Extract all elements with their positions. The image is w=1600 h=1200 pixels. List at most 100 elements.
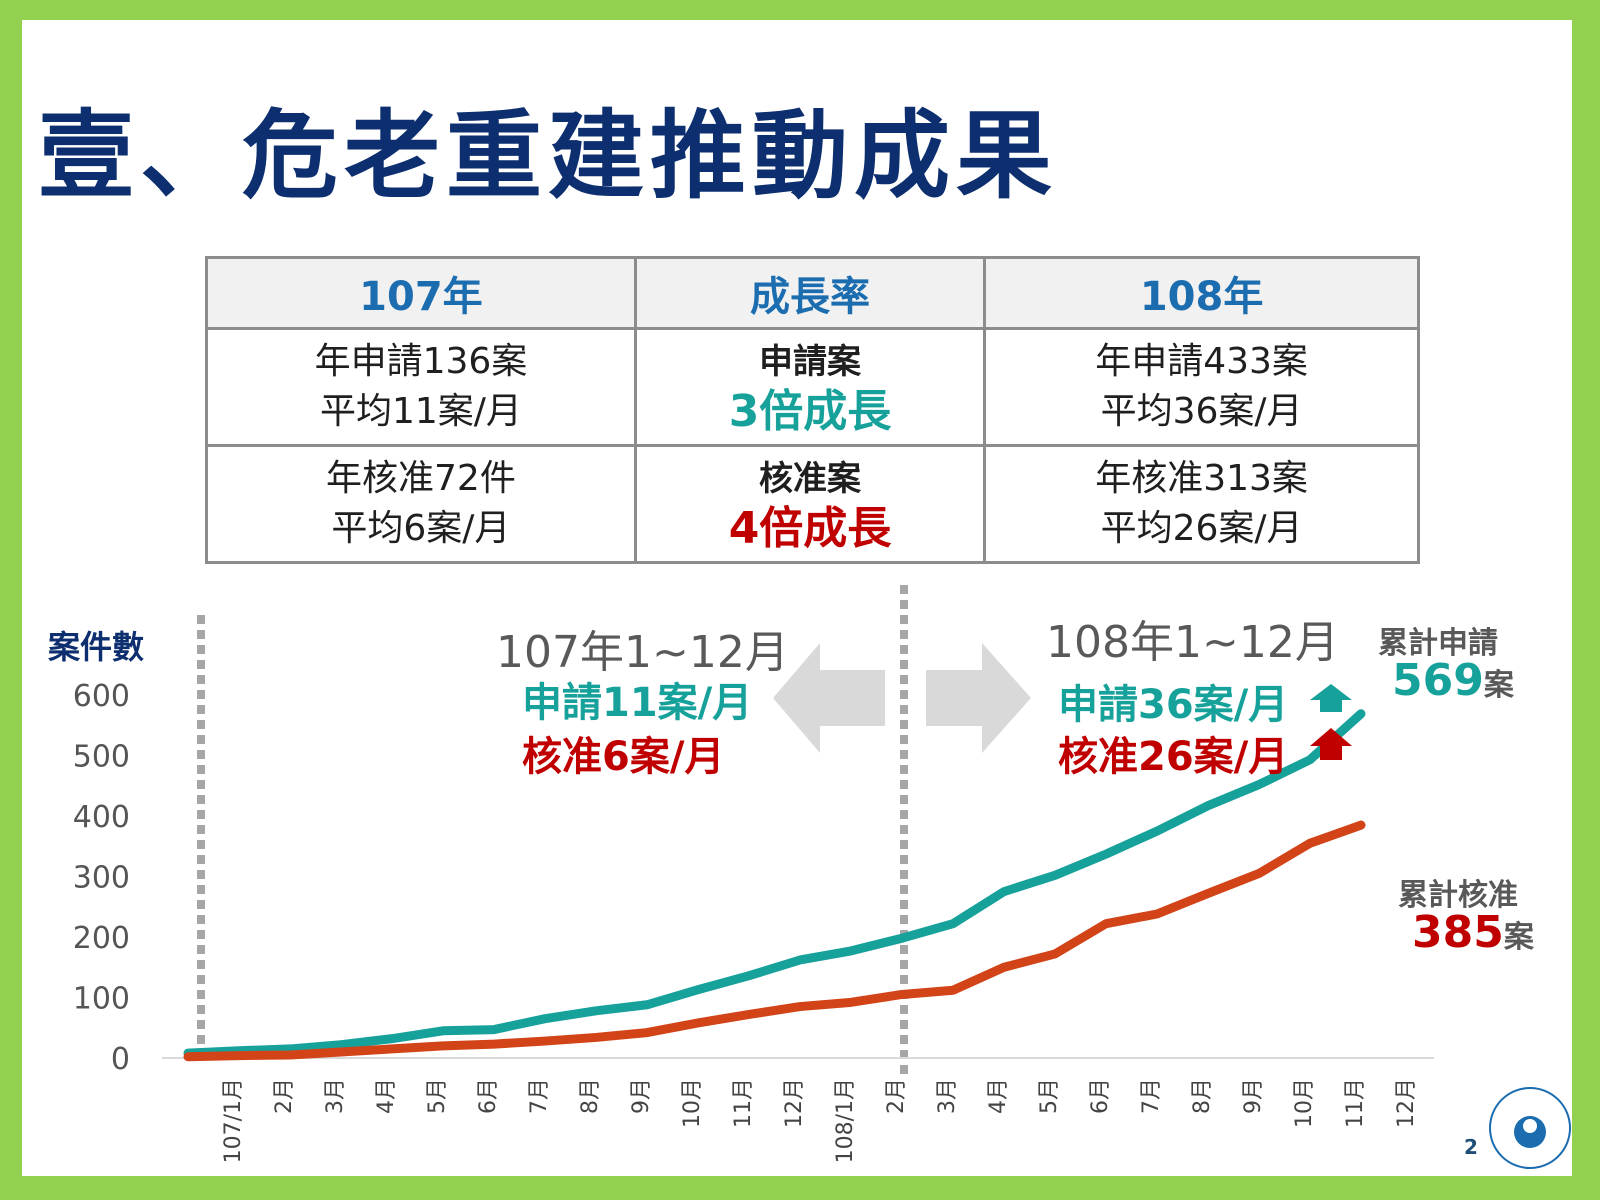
- cumulative-approve-line: [183, 820, 1366, 1062]
- data-point: [748, 974, 750, 977]
- data-point: [595, 1009, 597, 1012]
- summary-table: 107年 成長率 108年 年申請136案 平均11案/月 申請案 3倍成長 年…: [205, 256, 1420, 564]
- table-row: 年申請136案 平均11案/月 申請案 3倍成長 年申請433案 平均36案/月: [205, 327, 1420, 447]
- approve-up-arrow-icon: [1310, 728, 1352, 760]
- cumulative-apply-line: [183, 709, 1366, 1058]
- cell-text: 平均36案/月: [1100, 391, 1303, 432]
- cell-text: 平均6案/月: [331, 508, 511, 549]
- x-tick-label: 4月: [374, 1078, 399, 1114]
- cum-apply-total: 569案: [1392, 655, 1514, 706]
- table-header-row: 107年 成長率 108年: [205, 256, 1420, 330]
- data-point: [289, 1047, 291, 1050]
- cell-text: 年核准313案: [1095, 458, 1308, 499]
- data-point: [340, 1050, 342, 1053]
- data-point: [799, 958, 801, 961]
- data-point: [697, 1021, 699, 1024]
- slide: [22, 20, 1572, 1176]
- data-point: [1309, 758, 1311, 761]
- data-point: [799, 1005, 801, 1008]
- y-tick-label: 100: [73, 982, 130, 1017]
- data-point: [1105, 853, 1107, 856]
- approve-107-rate: 核准6案/月: [522, 734, 725, 780]
- data-point: [952, 922, 954, 925]
- apply-up-arrow-icon: [1310, 684, 1352, 712]
- data-point: [952, 989, 954, 992]
- logo-emblem-center: [1523, 1119, 1537, 1133]
- data-point: [1003, 966, 1005, 969]
- data-point: [901, 993, 903, 996]
- ministry-logo: [1489, 1087, 1571, 1169]
- approve-label: 核准案: [759, 459, 861, 499]
- data-point: [748, 1013, 750, 1016]
- x-tick-label: 7月: [1139, 1078, 1164, 1114]
- y-tick-label: 500: [73, 740, 130, 775]
- data-point: [391, 1047, 393, 1050]
- x-tick-label: 10月: [680, 1078, 705, 1128]
- page-number: 2: [1464, 1135, 1478, 1159]
- y-axis-ticks: 0 100 200 300 400 500 600: [73, 679, 130, 1077]
- header-107: 107年: [205, 256, 637, 330]
- period-107-label: 107年1~12月: [496, 627, 789, 678]
- y-tick-label: 300: [73, 861, 130, 896]
- cell-108-apply: 年申請433案 平均36案/月: [983, 327, 1420, 447]
- y-tick-label: 600: [73, 679, 130, 714]
- header-108: 108年: [983, 256, 1420, 330]
- data-point: [1207, 804, 1209, 807]
- data-point: [1156, 830, 1158, 833]
- x-tick-label: 4月: [986, 1078, 1011, 1114]
- cum-apply-value: 569: [1392, 655, 1484, 706]
- x-tick-label: 8月: [1190, 1078, 1215, 1114]
- cell-approve-growth: 核准案 4倍成長: [633, 444, 987, 564]
- cell-107-apply: 年申請136案 平均11案/月: [205, 327, 637, 447]
- cell-text: 平均11案/月: [319, 391, 522, 432]
- unit-text: 案: [1503, 920, 1534, 955]
- data-point: [1360, 824, 1362, 827]
- x-tick-label: 11月: [731, 1078, 756, 1128]
- left-arrow-icon: [773, 643, 885, 753]
- data-point: [1156, 913, 1158, 916]
- y-tick-label: 200: [73, 921, 130, 956]
- x-tick-label: 11月: [1343, 1078, 1368, 1128]
- x-tick-label: 3月: [935, 1078, 960, 1114]
- table-row: 年核准72件 平均6案/月 核准案 4倍成長 年核准313案 平均26案/月: [205, 444, 1420, 564]
- cell-apply-growth: 申請案 3倍成長: [633, 327, 987, 447]
- cell-108-approve: 年核准313案 平均26案/月: [983, 444, 1420, 564]
- x-tick-label: 7月: [527, 1078, 552, 1114]
- cum-approve-value: 385: [1412, 907, 1504, 958]
- x-tick-label: 12月: [1394, 1078, 1419, 1128]
- apply-108-rate: 申請36案/月: [1058, 682, 1289, 728]
- cell-text: 年申請136案: [314, 341, 528, 382]
- data-point: [442, 1029, 444, 1032]
- x-tick-label: 3月: [323, 1078, 348, 1114]
- x-tick-label: 10月: [1292, 1078, 1317, 1128]
- approve-108-rate: 核准26案/月: [1058, 734, 1289, 780]
- cum-apply-label: 累計申請: [1378, 626, 1498, 661]
- x-tick-label: 12月: [782, 1078, 807, 1128]
- data-point: [493, 1043, 495, 1046]
- data-point: [391, 1037, 393, 1040]
- data-point: [1003, 890, 1005, 893]
- data-point: [1054, 952, 1056, 955]
- data-point: [850, 949, 852, 952]
- y-tick-label: 0: [111, 1042, 130, 1077]
- data-point: [340, 1043, 342, 1046]
- data-point: [1207, 892, 1209, 895]
- data-point: [646, 1031, 648, 1034]
- data-point: [595, 1036, 597, 1039]
- data-point: [289, 1053, 291, 1056]
- x-tick-label: 5月: [1037, 1078, 1062, 1114]
- x-tick-label: 107/1月: [221, 1078, 246, 1163]
- approve-growth: 4倍成長: [728, 503, 892, 554]
- data-point: [901, 937, 903, 940]
- x-tick-label: 8月: [578, 1078, 603, 1114]
- data-point: [187, 1055, 189, 1058]
- y-axis-label: 案件數: [48, 628, 145, 666]
- logo-ring: [1489, 1087, 1571, 1169]
- data-point: [442, 1044, 444, 1047]
- x-tick-label: 6月: [476, 1078, 501, 1114]
- x-tick-label: 9月: [1241, 1078, 1266, 1114]
- x-tick-label: 108/1月: [833, 1078, 858, 1163]
- data-point: [1360, 712, 1362, 715]
- data-point: [238, 1054, 240, 1057]
